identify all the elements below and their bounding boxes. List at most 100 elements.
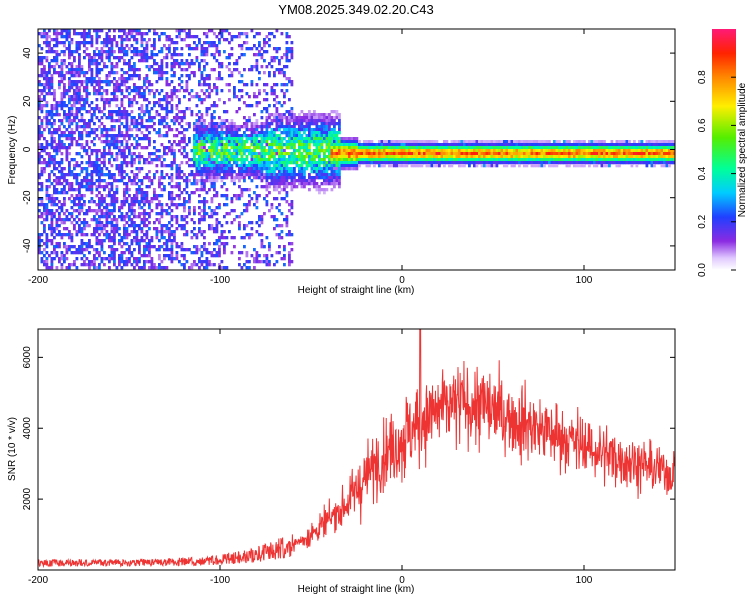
spectrogram-cell [110, 137, 114, 141]
spectrogram-cell [335, 146, 339, 150]
spectrogram-cell [270, 167, 274, 171]
spectrogram-cell [200, 218, 204, 222]
spectrogram-cell [50, 86, 54, 90]
spectrogram-cell [260, 140, 264, 144]
spectrogram-cell [200, 119, 204, 123]
spectrogram-cell [55, 254, 59, 258]
spectrogram-cell [108, 158, 111, 162]
spectrogram-cell [285, 128, 289, 132]
spectrogram-cell [163, 119, 166, 123]
spectrogram-cell [143, 176, 146, 180]
spectrogram-cell [58, 200, 61, 204]
spectrogram-cell [95, 80, 99, 84]
spectrogram-cell [198, 143, 201, 147]
spectrogram-cell [168, 110, 171, 114]
spectrogram-cell [38, 62, 41, 66]
spectrogram-cell [85, 170, 89, 174]
spectrogram-cell [138, 122, 141, 126]
spectrogram-cell [220, 89, 224, 93]
spectrogram-cell [195, 59, 199, 63]
spectrogram-cell [358, 164, 361, 168]
spectrogram-cell [168, 35, 171, 39]
spectrogram-cell [313, 119, 316, 123]
spectrogram-cell [160, 209, 164, 213]
spectrogram-cell [130, 68, 134, 72]
spectrogram-cell [298, 113, 301, 117]
spectrogram-cell [125, 227, 129, 231]
spectrogram-cell [113, 95, 116, 99]
spectrogram-cell [380, 143, 384, 147]
spectrogram-cell [120, 113, 124, 117]
spectrogram-cell [105, 41, 109, 45]
spectrogram-cell [113, 65, 116, 69]
spectrogram-cell [230, 200, 234, 204]
spectrogram-cell [45, 146, 49, 150]
spectrogram-cell [180, 161, 184, 165]
spectrogram-cell [198, 227, 201, 231]
spectrogram-cell [143, 233, 146, 237]
spectrogram-cell [223, 110, 226, 114]
spectrogram-cell [288, 161, 291, 165]
spectrogram-cell [270, 59, 274, 63]
spectrogram-cell [78, 212, 81, 216]
spectrogram-cell [180, 248, 184, 252]
spectrogram-cell [125, 80, 129, 84]
spectrogram-cell [455, 149, 459, 153]
spectrogram-cell [85, 176, 89, 180]
spectrogram-cell [303, 155, 306, 159]
spectrogram-cell [55, 221, 59, 225]
spectrogram-cell [48, 65, 51, 69]
spectrogram-cell [218, 77, 221, 81]
spectrogram-cell [288, 113, 291, 117]
spectrogram-cell [103, 212, 106, 216]
spectrogram-cell [53, 146, 56, 150]
spectrogram-cell [50, 212, 54, 216]
spectrogram-cell [473, 155, 476, 159]
spectrogram-cell [350, 164, 354, 168]
spectrogram-cell [420, 155, 424, 159]
spectrogram-cell [73, 131, 76, 135]
spectrogram-cell [223, 155, 226, 159]
spectrogram-cell [50, 194, 54, 198]
spectrogram-cell [213, 152, 216, 156]
spectrogram-cell [205, 62, 209, 66]
spectrogram-cell [103, 44, 106, 48]
spectrogram-cell [83, 38, 86, 42]
spectrogram-cell [223, 161, 226, 165]
spectrogram-cell [478, 158, 481, 162]
spectrogram-cell [128, 86, 131, 90]
spectrogram-cell [83, 44, 86, 48]
spectrogram-cell [165, 107, 169, 111]
spectrogram-cell [330, 179, 334, 183]
spectrogram-cell [193, 128, 196, 132]
spectrogram-cell [225, 176, 229, 180]
spectrogram-cell [105, 53, 109, 57]
spectrogram-cell [333, 131, 336, 135]
spectrogram-cell [163, 32, 166, 36]
spectrogram-cell [218, 266, 221, 270]
spectrogram-cell [435, 155, 439, 159]
spectrogram-cell [265, 263, 269, 267]
spectrogram-cell [118, 56, 121, 60]
spectrogram-cell [193, 182, 196, 186]
spectrogram-cell [70, 95, 74, 99]
spectrogram-cell [105, 131, 109, 135]
spectrogram-cell [108, 266, 111, 270]
spectrogram-cell [410, 152, 414, 156]
spectrogram-cell [328, 161, 331, 165]
spectrogram-cell [73, 260, 76, 264]
spectrogram-cell [245, 122, 249, 126]
spectrogram-cell [160, 47, 164, 51]
spectrogram-cell [38, 83, 41, 87]
spectrogram-cell [390, 143, 394, 147]
spectrogram-cell [315, 116, 319, 120]
spectrogram-cell [160, 227, 164, 231]
spectrogram-cell [350, 143, 354, 147]
spectrogram-cell [78, 224, 81, 228]
spectrogram-cell [290, 185, 294, 189]
spectrogram-cell [68, 89, 71, 93]
spectrogram-cell [68, 62, 71, 66]
spectrogram-cell [165, 98, 169, 102]
spectrogram-cell [188, 179, 191, 183]
spectrogram-cell [108, 41, 111, 45]
